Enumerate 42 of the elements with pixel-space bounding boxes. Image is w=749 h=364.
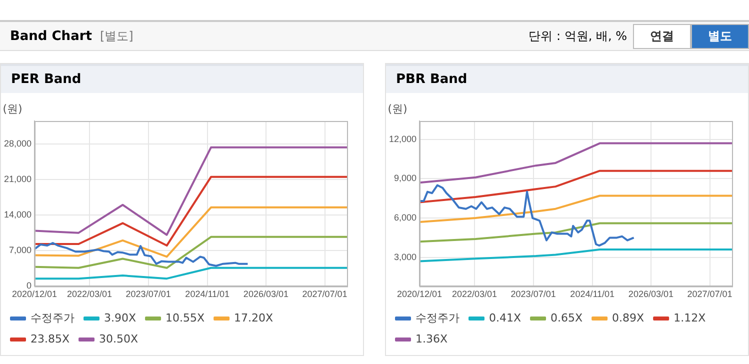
x-tick-label: 2026/03/01 xyxy=(243,289,288,300)
text: 별도 xyxy=(691,24,749,48)
legend-label: 30.50X xyxy=(99,332,139,346)
y-tick-label: 9,000 xyxy=(394,173,417,184)
y-tick-label: 21,000 xyxy=(4,174,32,184)
x-tick-label: 2020/12/01 xyxy=(397,289,442,300)
legend-label: 수정주가 xyxy=(416,311,460,324)
x-tick-label: 2022/03/01 xyxy=(66,289,112,300)
text: Band Chart xyxy=(10,28,92,44)
legend-label: 3.90X xyxy=(104,311,136,324)
y-tick-label: 0 xyxy=(26,280,32,291)
text: [별도] xyxy=(100,28,134,44)
x-tick-label: 2026/03/01 xyxy=(628,289,674,300)
legend-label: 수정주가 xyxy=(30,311,74,324)
text: 연결 xyxy=(633,24,691,48)
x-tick-label: 2022/03/01 xyxy=(452,289,498,300)
y-tick-label: 12,000 xyxy=(388,134,417,144)
legend-label: 1.36X xyxy=(416,332,448,346)
y-tick-label: 3,000 xyxy=(394,252,417,262)
legend-label: 0.89X xyxy=(612,311,645,324)
legend-label: 23.85X xyxy=(30,332,70,346)
x-tick-label: 2024/11/01 xyxy=(570,289,615,300)
x-tick-label: 2020/12/01 xyxy=(12,289,58,300)
legend-label: 0.65X xyxy=(550,311,584,324)
legend-label: 0.41X xyxy=(489,311,522,324)
legend-label: 10.55X xyxy=(166,311,206,324)
legend-label: 17.20X xyxy=(234,311,274,324)
chart-title: PER Band xyxy=(1,64,363,93)
x-tick-label: 2024/11/01 xyxy=(185,289,230,300)
y-tick-label: 7,000 xyxy=(8,245,32,256)
y-tick-label: 28,000 xyxy=(4,138,32,148)
y-tick-label: 14,000 xyxy=(4,210,32,220)
chart-title: PBR Band xyxy=(386,64,748,93)
x-tick-label: 2027/07/01 xyxy=(687,289,732,300)
x-tick-label: 2023/07/01 xyxy=(126,289,171,300)
text: 단위 : 억원, 배, % xyxy=(528,28,627,44)
y-axis-title: (원) xyxy=(388,102,408,116)
x-tick-label: 2027/07/01 xyxy=(302,289,348,300)
y-tick-label: 6,000 xyxy=(394,212,417,223)
y-axis-title: (원) xyxy=(2,102,22,116)
legend-label: 1.12X xyxy=(674,311,706,324)
x-tick-label: 2023/07/01 xyxy=(510,289,556,300)
